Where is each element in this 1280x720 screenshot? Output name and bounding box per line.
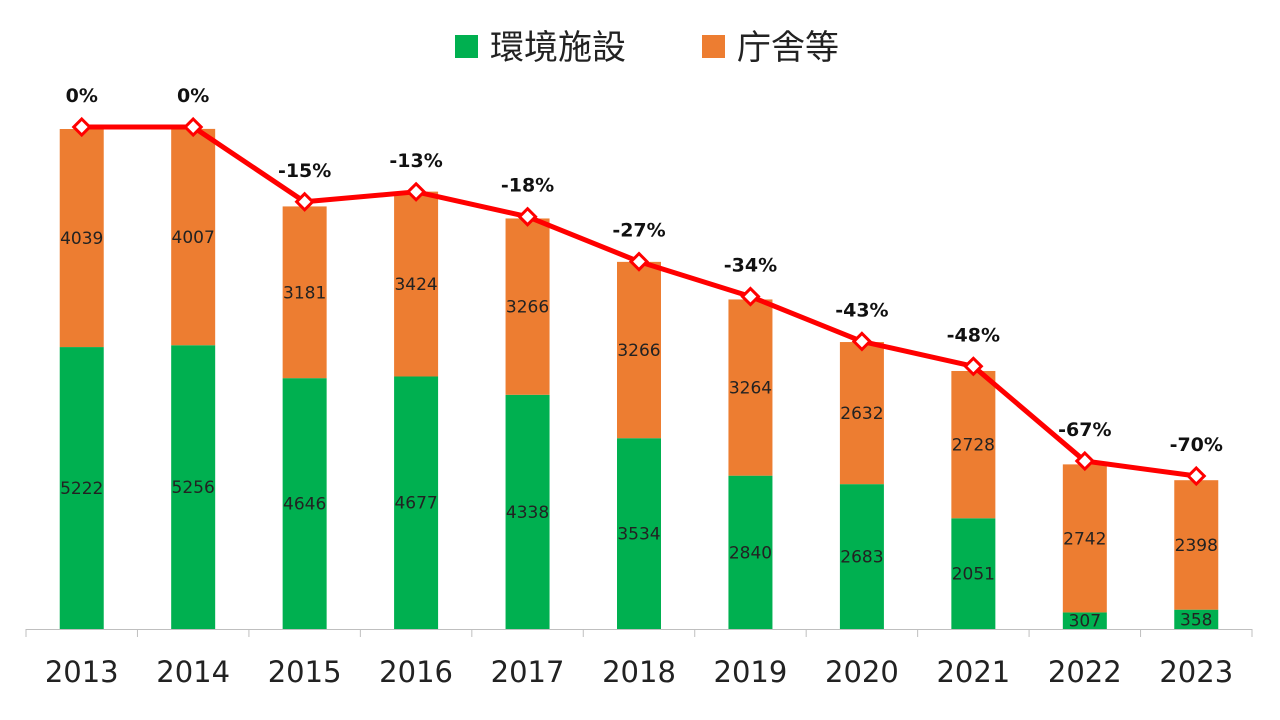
change-marker — [405, 181, 427, 202]
data-label: 2398 — [1175, 536, 1218, 556]
change-marker — [740, 286, 761, 307]
bar-segment-environment — [617, 438, 661, 629]
x-tick-label: 2013 — [45, 655, 119, 689]
data-label: 2840 — [729, 543, 772, 563]
segment-labels-layer: 5222 4039 5256 4007 4646 3181 4677 3424 4338 3266… — [60, 228, 1218, 632]
data-label: 2728 — [952, 436, 995, 456]
bar-segment-environment — [1174, 609, 1219, 629]
bar-segment-office — [1062, 464, 1107, 613]
change-label: -43% — [835, 299, 888, 321]
x-tick-label: 2018 — [602, 655, 676, 689]
data-label: 4039 — [60, 229, 103, 249]
change-label: -18% — [501, 175, 554, 197]
x-tick-label: 2021 — [936, 655, 1010, 689]
data-label: 358 — [1180, 610, 1212, 630]
change-label: -48% — [947, 324, 1000, 346]
bar-segment-environment — [505, 394, 550, 629]
data-label: 4646 — [283, 495, 326, 515]
data-label: 3424 — [394, 275, 437, 295]
x-tick-label: 2019 — [714, 655, 788, 689]
change-label: -34% — [724, 255, 777, 277]
data-label: 3264 — [729, 379, 772, 399]
bar-segment-office — [839, 342, 884, 485]
bar-segment-office — [728, 299, 773, 476]
bars-layer — [59, 128, 1219, 629]
bar-segment-office — [394, 191, 439, 377]
bar-segment-environment — [394, 376, 439, 629]
x-tick-label: 2022 — [1048, 655, 1122, 689]
data-label: 4007 — [172, 228, 215, 248]
legend-label-office: 庁舎等 — [737, 28, 839, 68]
change-marker — [963, 356, 984, 377]
data-label: 2632 — [840, 404, 883, 424]
bar-segment-office — [171, 128, 216, 346]
legend-label-environment: 環境施設 — [490, 28, 626, 68]
bar-segment-office — [59, 129, 104, 348]
bar-segment-office — [505, 218, 550, 395]
x-tick-label: 2023 — [1159, 655, 1233, 689]
change-label: -13% — [389, 150, 442, 172]
change-label: 0% — [66, 85, 98, 107]
change-marker — [628, 251, 650, 272]
bar-segment-office — [1174, 480, 1219, 610]
data-label: 5222 — [60, 479, 103, 499]
legend-swatch-environment — [455, 35, 478, 58]
bar-segment-environment — [728, 475, 773, 629]
legend: 環境施設 庁舎等 — [455, 28, 839, 68]
change-marker — [851, 331, 873, 352]
data-label: 2683 — [840, 548, 883, 568]
change-marker — [294, 191, 315, 212]
data-label: 2051 — [952, 565, 995, 585]
bar-segment-environment — [839, 484, 884, 629]
bar-segment-environment — [59, 347, 104, 629]
change-label: -27% — [612, 220, 665, 242]
data-label: 2742 — [1063, 529, 1106, 549]
data-label: 3266 — [617, 341, 660, 361]
change-marker — [517, 206, 538, 227]
change-marker — [183, 116, 204, 138]
data-label: 4338 — [506, 503, 549, 523]
change-marker — [71, 116, 92, 138]
data-label: 3534 — [617, 525, 660, 545]
change-label: -70% — [1170, 434, 1223, 456]
change-label: -67% — [1058, 419, 1111, 441]
data-label: 307 — [1069, 612, 1101, 632]
x-tick-label: 2014 — [156, 655, 230, 689]
bar-segment-office — [282, 206, 327, 379]
bar-segment-environment — [1062, 612, 1107, 629]
bar-segment-environment — [282, 378, 327, 629]
change-marker — [1074, 450, 1095, 472]
x-tick-label: 2016 — [379, 655, 453, 689]
data-label: 3181 — [283, 283, 326, 303]
data-label: 4677 — [394, 494, 437, 514]
x-tick-label: 2017 — [491, 655, 565, 689]
x-tick-label: 2020 — [825, 655, 899, 689]
change-label: 0% — [177, 85, 209, 107]
x-axis: 2013 2014 2015 2016 2017 2018 2019 2020 2021 2022… — [25, 629, 1253, 689]
data-label: 3266 — [506, 298, 549, 318]
x-tick-label: 2015 — [268, 655, 342, 689]
change-line-layer: 0% 0% -15% -13% -18% -27% -34% -43% -48% -67% -70% — [66, 85, 1223, 487]
data-label: 5256 — [172, 478, 215, 498]
change-marker — [1186, 465, 1207, 487]
bar-segment-environment — [171, 345, 216, 629]
change-label: -15% — [278, 160, 331, 182]
bar-segment-environment — [951, 518, 996, 629]
bar-segment-office — [951, 370, 996, 519]
bar-segment-office — [617, 261, 661, 439]
legend-swatch-office — [702, 35, 725, 58]
